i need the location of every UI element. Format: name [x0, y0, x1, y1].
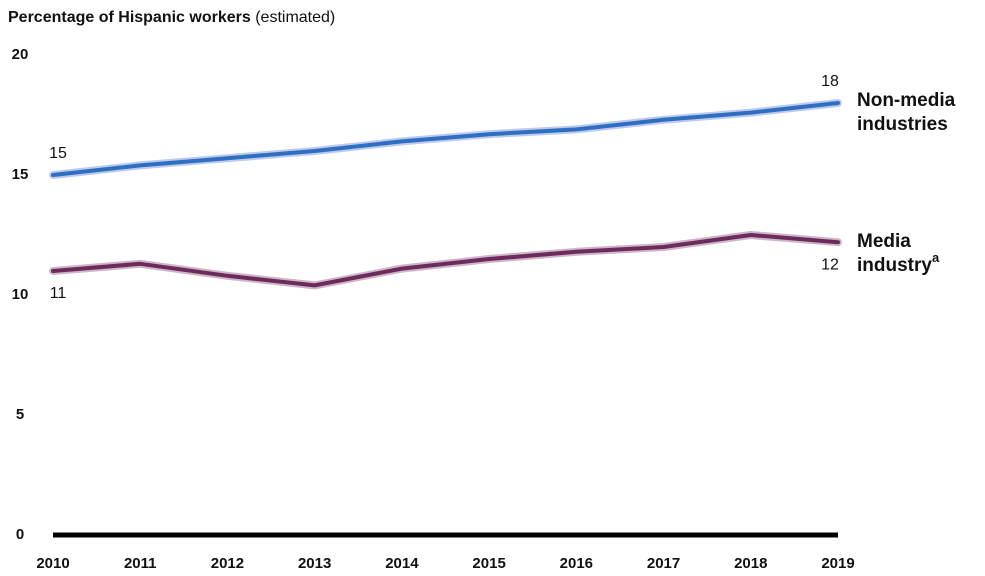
y-tick-label: 5	[16, 406, 24, 423]
y-tick-label: 15	[12, 166, 29, 183]
data-label: 12	[821, 256, 839, 273]
y-tick-label: 20	[12, 46, 29, 63]
y-tick-label: 0	[16, 526, 24, 543]
line-halo	[49, 231, 842, 290]
series-label: Non-media industries	[857, 90, 956, 135]
x-tick-label: 2015	[472, 555, 505, 572]
line	[51, 101, 840, 177]
x-tick-label: 2010	[36, 555, 69, 572]
title-main: Percentage of Hispanic workers	[8, 9, 251, 26]
x-tick-label: 2016	[560, 555, 593, 572]
chart-title: Percentage of Hispanic workers (estimate…	[8, 9, 335, 26]
line	[51, 233, 840, 288]
data-label: 11	[50, 285, 67, 302]
x-tick-label: 2017	[647, 555, 680, 572]
x-tick-label: 2012	[211, 555, 244, 572]
x-tick-label: 2014	[385, 555, 419, 572]
footnote-marker: a	[932, 251, 940, 266]
x-tick-label: 2019	[821, 555, 854, 572]
data-label: 18	[821, 73, 839, 90]
data-label: 15	[49, 145, 67, 162]
x-tick-label: 2018	[734, 555, 767, 572]
x-tick-label: 2013	[298, 555, 331, 572]
x-tick-label: 2011	[124, 555, 157, 572]
title-note: (estimated)	[255, 9, 335, 26]
series-label: Media industrya	[857, 231, 940, 276]
y-tick-label: 10	[12, 286, 29, 303]
